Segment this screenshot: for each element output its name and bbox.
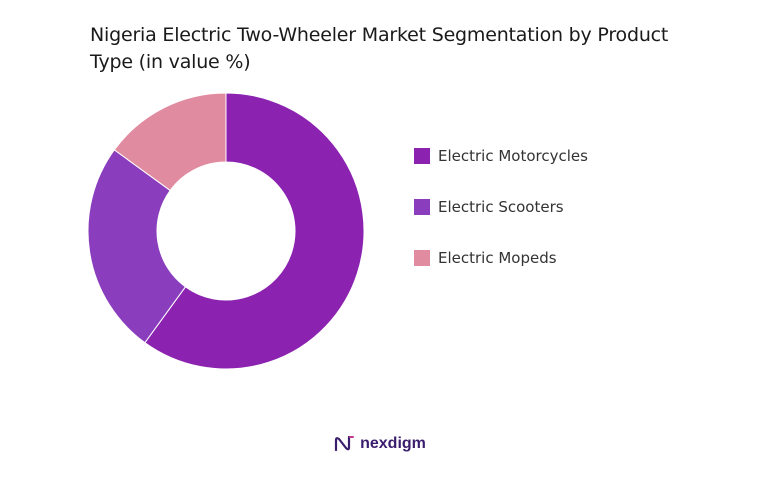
legend-label: Electric Scooters	[438, 198, 564, 216]
legend-swatch-electric-mopeds	[414, 250, 430, 266]
legend-item-electric-mopeds: Electric Mopeds	[414, 247, 588, 269]
footer-brand: nexdigm	[0, 434, 760, 454]
chart-title: Nigeria Electric Two-Wheeler Market Segm…	[90, 24, 669, 73]
donut-slice-electric-motorcycles	[144, 92, 365, 370]
chart-legend: Electric Motorcycles Electric Scooters E…	[414, 145, 588, 298]
donut-slice-electric-mopeds	[113, 92, 227, 192]
legend-item-electric-motorcycles: Electric Motorcycles	[414, 145, 588, 167]
legend-label: Electric Motorcycles	[438, 147, 588, 165]
nexdigm-logo-icon	[334, 435, 355, 452]
legend-item-electric-scooters: Electric Scooters	[414, 196, 588, 218]
legend-label: Electric Mopeds	[438, 249, 557, 267]
brand-name: nexdigm	[360, 435, 426, 452]
legend-swatch-electric-scooters	[414, 199, 430, 215]
donut-slice-electric-scooters	[87, 149, 187, 344]
legend-swatch-electric-motorcycles	[414, 148, 430, 164]
donut-slices	[87, 92, 365, 370]
